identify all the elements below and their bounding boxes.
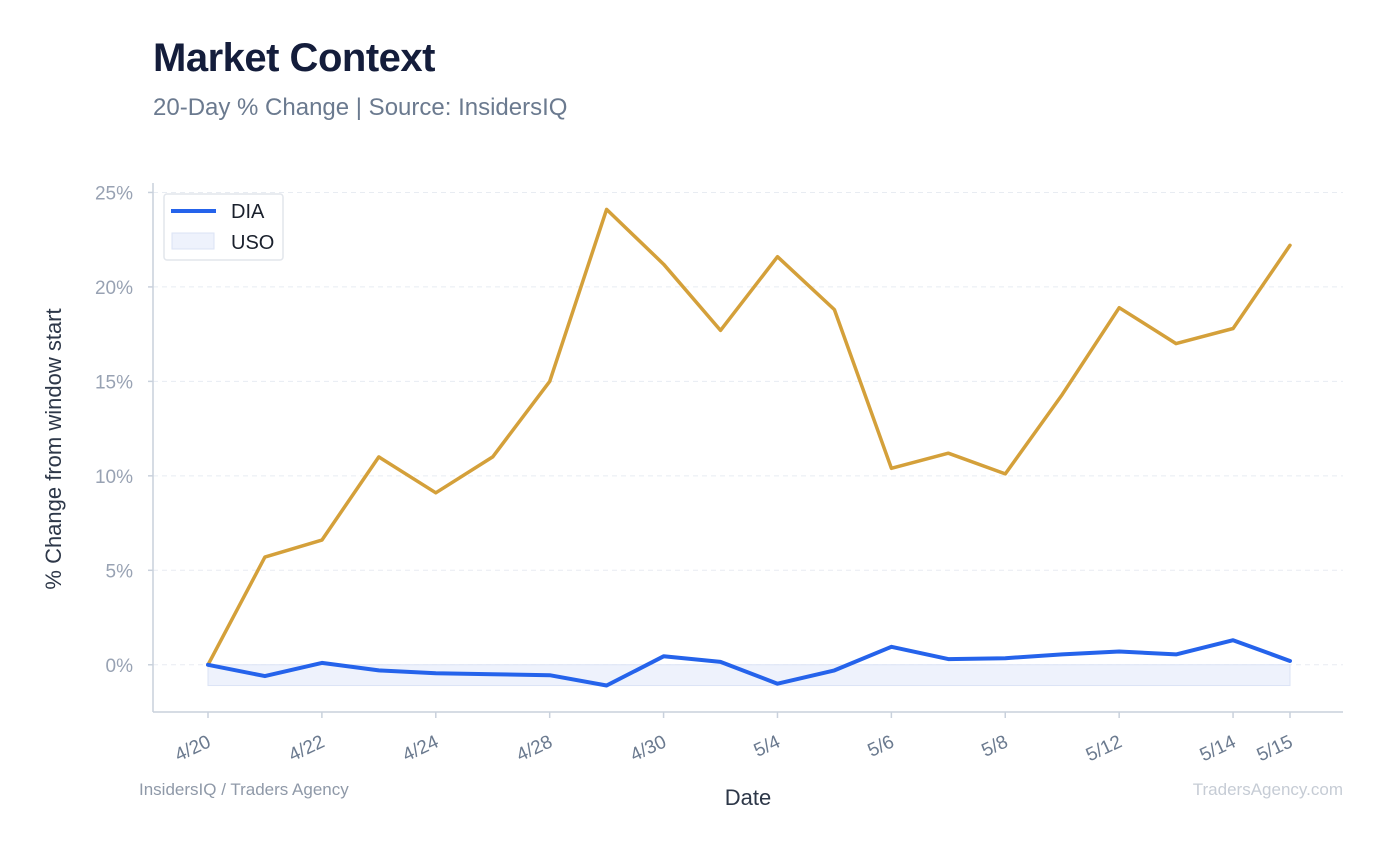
y-tick-label-2: 10% (95, 467, 133, 488)
footer-site: TradersAgency.com (1192, 780, 1343, 799)
x-tick-label-7: 5/8 (979, 731, 1012, 761)
uso-band-rect (207, 664, 1291, 687)
y-tick-label-0: 0% (106, 656, 134, 677)
axes (152, 183, 1343, 713)
x-tick-label-8: 5/12 (1083, 731, 1125, 766)
series-lines (206, 207, 1292, 688)
series-line-uso (206, 207, 1292, 667)
x-tick-label-0: 4/20 (172, 731, 214, 766)
legend: DIA USO (163, 193, 284, 261)
x-tick-labels: 4/20 4/22 4/24 4/28 4/30 5/4 5/6 5/8 5/12 5/14 5/1… (172, 712, 1296, 766)
x-tick-label-2: 4/24 (400, 731, 443, 766)
y-tick-label-5: 25% (95, 183, 133, 204)
legend-label-dia: DIA (231, 201, 265, 223)
x-tick-label-10: 5/15 (1254, 731, 1296, 766)
chart-title: Market Context (153, 36, 435, 80)
y-tick-label-1: 5% (106, 561, 134, 582)
x-tick-label-1: 4/22 (286, 731, 328, 766)
uso-band (207, 664, 1291, 687)
y-tick-label-4: 20% (95, 278, 133, 299)
grid-lines (153, 191, 1343, 666)
x-axis-label: Date (725, 785, 771, 810)
x-tick-label-9: 5/14 (1197, 731, 1240, 766)
legend-label-uso: USO (231, 232, 274, 254)
footer-credit: InsidersIQ / Traders Agency (139, 780, 349, 799)
x-tick-label-4: 4/30 (627, 731, 669, 766)
y-axis-label: % Change from window start (41, 308, 66, 589)
legend-swatch-uso (171, 232, 215, 250)
series-line-dia (206, 638, 1292, 688)
x-tick-label-5: 5/4 (751, 731, 784, 761)
x-tick-label-3: 4/28 (513, 731, 555, 766)
y-tick-label-3: 15% (95, 372, 133, 393)
x-tick-label-6: 5/6 (865, 731, 898, 761)
chart-subtitle: 20-Day % Change | Source: InsidersIQ (153, 94, 568, 121)
y-tick-labels: 0% 5% 10% 15% 20% 25% (95, 183, 153, 677)
